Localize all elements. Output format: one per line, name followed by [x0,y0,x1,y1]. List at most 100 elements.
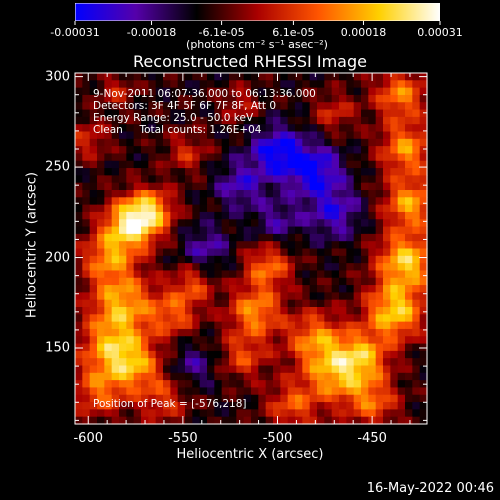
heatmap-cell [185,350,193,359]
heatmap-cell [287,211,296,220]
heatmap-cell [412,233,421,242]
heatmap-cell [317,277,325,286]
heatmap-cell [412,277,421,286]
heatmap-cell [185,270,193,279]
heatmap-cell [361,350,369,359]
heatmap-cell [295,175,303,184]
heatmap-cell [412,160,421,169]
heatmap-cell [133,219,142,228]
heatmap-cell [295,285,303,293]
heatmap-cell [265,270,274,279]
heatmap-cell [243,219,252,228]
heatmap-cell [302,248,311,257]
heatmap-cell [251,365,259,374]
heatmap-cell [141,292,149,301]
heatmap-cell [361,219,369,228]
heatmap-cell [185,138,193,147]
heatmap-cell [287,416,296,425]
heatmap-cell [412,131,421,140]
heatmap-cell [383,175,391,184]
heatmap-cell [221,394,230,403]
heatmap-cell [89,343,98,352]
heatmap-cell [331,94,340,103]
heatmap-cell [163,328,171,337]
heatmap-cell [390,321,399,330]
heatmap-cell [309,350,318,359]
heatmap-cell [243,358,252,367]
heatmap-cell [346,109,355,118]
heatmap-cell [141,270,149,279]
heatmap-cell [199,292,208,301]
heatmap-cell [243,233,252,242]
heatmap-cell [221,197,230,206]
heatmap-cell [243,277,252,286]
heatmap-cell [258,160,267,169]
heatmap-cell [119,394,127,403]
heatmap-cell [339,350,347,359]
heatmap-cell [192,336,201,345]
heatmap-cell [405,102,413,111]
heatmap-cell [390,241,399,250]
heatmap-cell [287,299,296,308]
heatmap-cell [97,226,105,235]
heatmap-cell [236,233,245,242]
heatmap-cell [383,416,391,425]
heatmap-cell [383,292,391,301]
heatmap-cell [280,80,289,89]
heatmap-cell [265,277,274,286]
heatmap-cell [199,336,208,345]
heatmap-cell [368,387,377,396]
heatmap-cell [104,226,113,235]
heatmap-cell [295,255,303,264]
heatmap-cell [75,197,83,206]
heatmap-cell [397,299,406,308]
heatmap-cell [89,160,98,169]
heatmap-cell [192,241,201,250]
heatmap-cell [148,190,157,198]
heatmap-cell [390,380,399,389]
heatmap-cell [163,387,171,396]
heatmap-cell [243,241,252,250]
heatmap-cell [317,372,325,381]
heatmap-cell [405,80,413,89]
heatmap-cell [317,204,325,213]
heatmap-cell [148,153,157,162]
heatmap-cell [236,380,245,389]
heatmap-cell [258,255,267,264]
heatmap-cell [302,80,311,89]
heatmap-cell [265,80,274,89]
heatmap-cell [82,299,91,308]
heatmap-cell [317,358,325,367]
heatmap-cell [405,328,413,337]
heatmap-cell [170,241,179,250]
heatmap-cell [170,160,179,169]
heatmap-cell [331,270,340,279]
heatmap-cell [368,343,377,352]
heatmap-cell [258,190,267,198]
heatmap-cell [280,350,289,359]
heatmap-cell [148,124,157,133]
heatmap-cell [229,124,237,133]
heatmap-cell [163,211,171,220]
heatmap-cell [265,321,274,330]
heatmap-cell [243,270,252,279]
heatmap-cell [97,270,105,279]
heatmap-cell [199,328,208,337]
heatmap-cell [141,365,149,374]
heatmap-cell [89,109,98,118]
heatmap-cell [104,270,113,279]
heatmap-cell [280,321,289,330]
heatmap-cell [375,321,384,330]
heatmap-cell [302,299,311,308]
heatmap-cell [185,109,193,118]
heatmap-cell [287,219,296,228]
heatmap-cell [141,153,149,162]
heatmap-cell [419,211,428,220]
heatmap-cell [317,219,325,228]
heatmap-cell [331,160,340,169]
heatmap-cell [185,409,193,418]
heatmap-cell [383,204,391,213]
heatmap-cell [309,328,318,337]
heatmap-cell [133,307,142,315]
heatmap-cell [214,394,223,403]
